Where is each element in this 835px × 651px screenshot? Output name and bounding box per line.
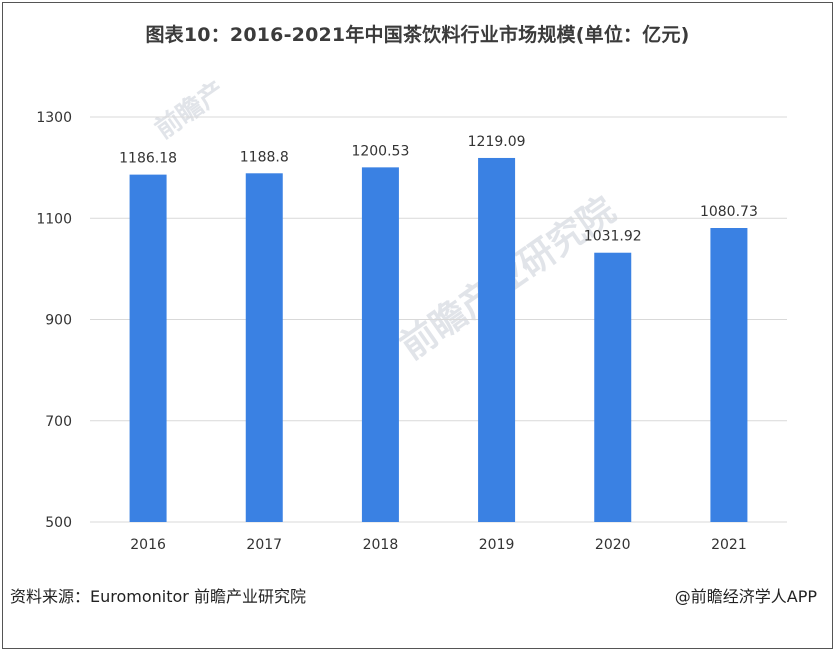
data-label: 1186.18 [119, 151, 177, 167]
bar [361, 167, 399, 522]
x-tick-label: 2017 [246, 537, 282, 553]
bar [245, 173, 283, 523]
x-tick-label: 2016 [130, 537, 166, 553]
y-tick-label: 1300 [36, 110, 72, 126]
bar [710, 228, 748, 522]
y-tick-label: 1100 [36, 211, 72, 227]
x-tick-label: 2018 [363, 537, 399, 553]
bar [478, 157, 516, 522]
chart-title: 图表10：2016-2021年中国茶饮料行业市场规模(单位：亿元) [145, 24, 690, 46]
bar [594, 252, 632, 522]
source-note: 资料来源：Euromonitor 前瞻产业研究院 [10, 587, 306, 606]
y-tick-label: 500 [45, 515, 72, 531]
y-tick-label: 900 [45, 313, 72, 329]
x-tick-label: 2019 [479, 537, 515, 553]
brand-credit: @前瞻经济学人APP [674, 587, 817, 606]
y-tick-label: 700 [45, 414, 72, 430]
data-label: 1219.09 [468, 134, 526, 150]
x-tick-label: 2021 [711, 537, 747, 553]
bar [129, 174, 167, 522]
data-label: 1200.53 [351, 143, 409, 159]
data-label: 1031.92 [584, 229, 642, 245]
data-label: 1188.8 [240, 149, 289, 165]
x-tick-label: 2020 [595, 537, 631, 553]
data-label: 1080.73 [700, 204, 758, 220]
